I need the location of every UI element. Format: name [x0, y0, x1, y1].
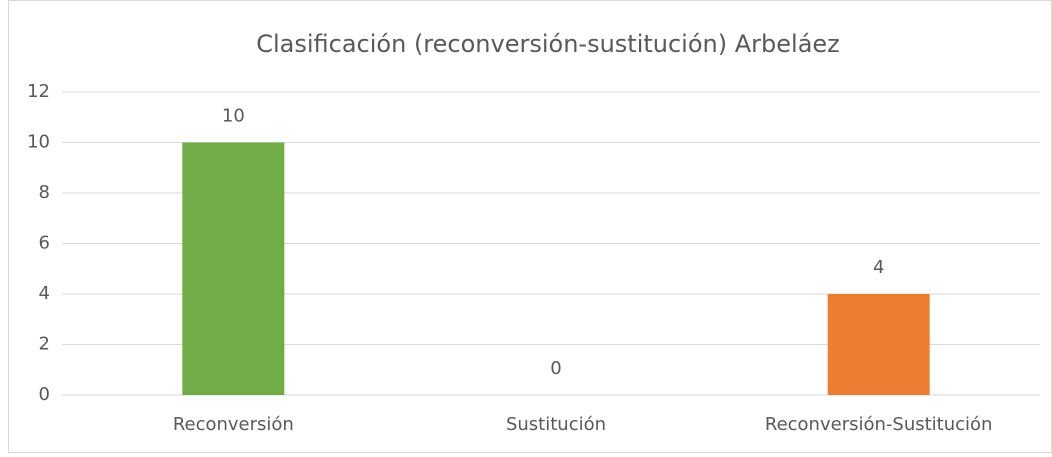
- y-tick-label: 2: [39, 334, 50, 355]
- bar: [827, 294, 930, 395]
- data-label: 0: [550, 358, 561, 379]
- y-tick-label: 10: [27, 132, 50, 153]
- x-tick-label: Reconversión-Sustitución: [765, 414, 993, 435]
- chart-title: Clasificación (reconversión-sustitución)…: [256, 30, 840, 58]
- x-tick-label: Sustitución: [506, 414, 606, 435]
- y-tick-label: 0: [39, 384, 50, 405]
- y-tick-label: 6: [39, 233, 50, 254]
- data-label: 10: [222, 106, 245, 127]
- y-tick-label: 12: [27, 81, 50, 102]
- x-tick-label: Reconversión: [173, 414, 294, 435]
- y-tick-label: 4: [39, 283, 50, 304]
- bar: [182, 142, 285, 395]
- data-label: 4: [873, 257, 884, 278]
- y-tick-label: 8: [39, 182, 50, 203]
